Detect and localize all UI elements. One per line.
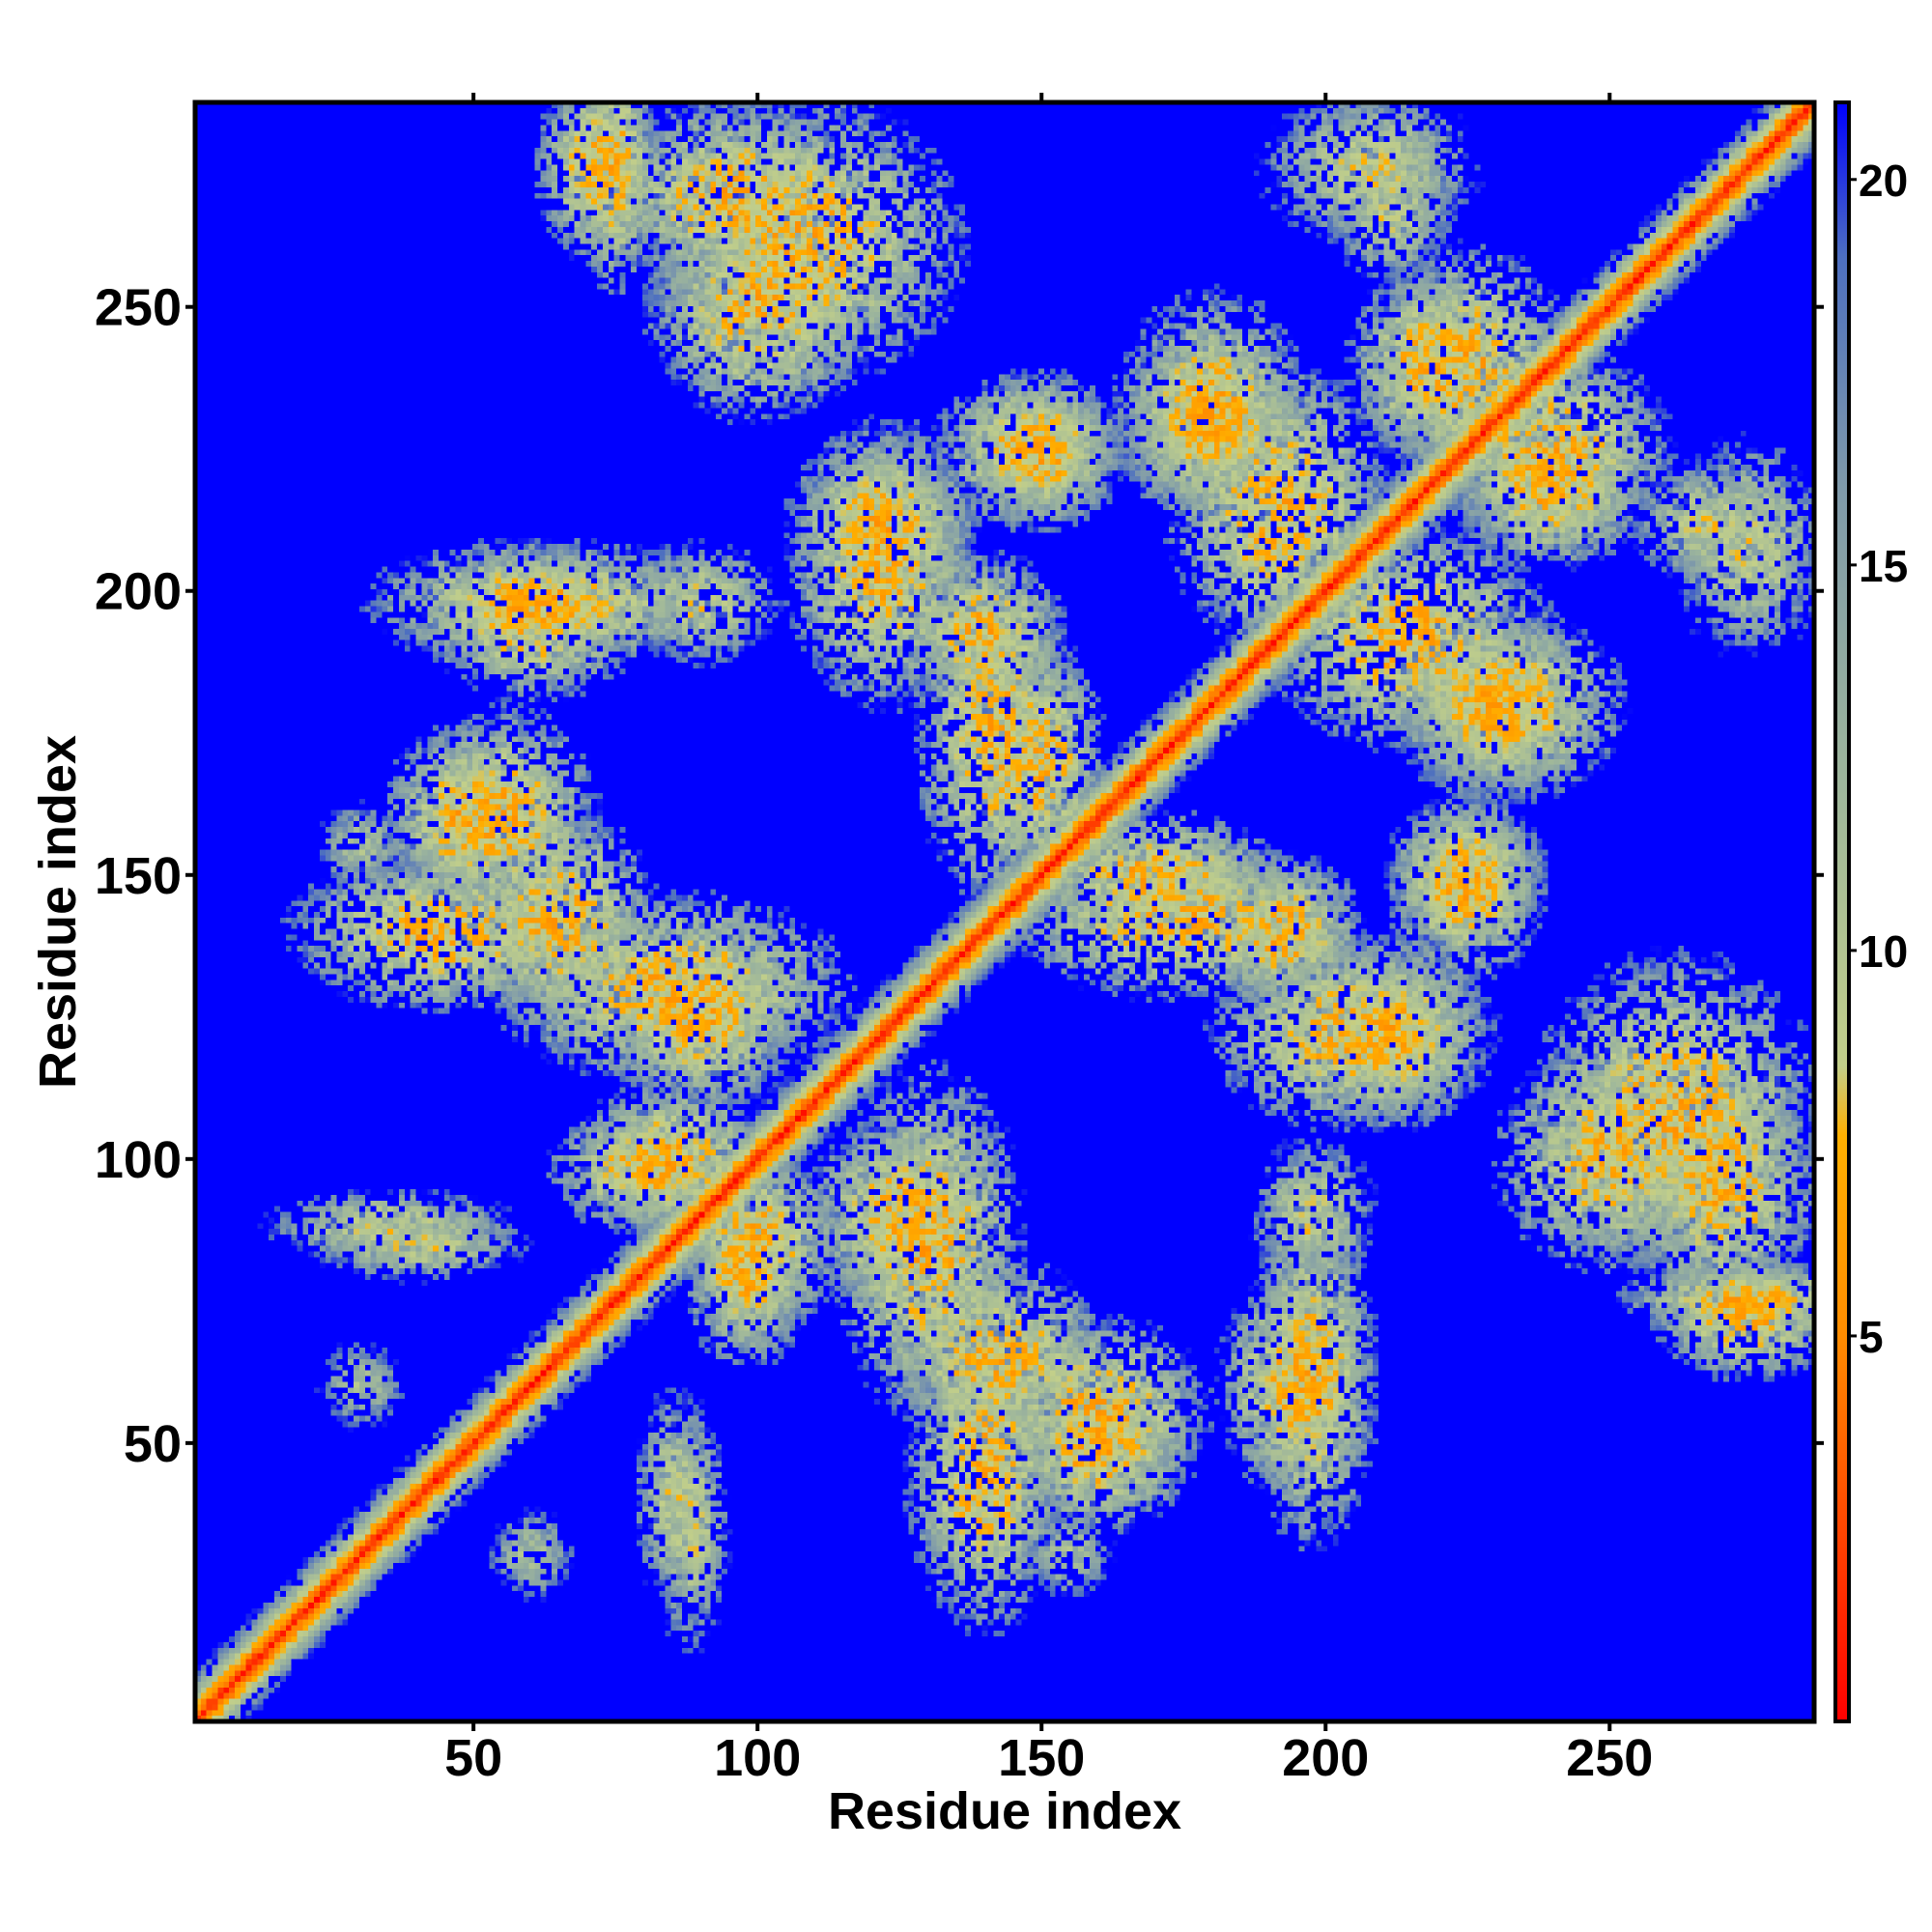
x-tick-label: 100 — [714, 1729, 801, 1787]
x-tick-label: 200 — [1282, 1729, 1369, 1787]
y-tick-label: 200 — [95, 563, 182, 621]
colorbar-tick-label: 5 — [1859, 1312, 1884, 1362]
colorbar-gradient — [1833, 100, 1851, 1723]
y-axis-label: Residue index — [29, 735, 87, 1089]
colorbar-tick-label: 10 — [1859, 926, 1908, 977]
x-tick-label: 250 — [1566, 1729, 1653, 1787]
x-axis-label: Residue index — [828, 1782, 1181, 1840]
y-tick-label: 250 — [95, 279, 182, 337]
colorbar: 5 10 15 20 — [1833, 100, 1908, 1723]
y-axis: 50 100 150 200 250 — [95, 279, 1824, 1473]
x-tick-label: 150 — [998, 1729, 1085, 1787]
colorbar-tick-label: 15 — [1859, 541, 1908, 591]
y-tick-label: 150 — [95, 847, 182, 905]
heatmap-cells — [195, 102, 1814, 1721]
y-tick-label: 50 — [124, 1415, 182, 1473]
y-tick-label: 100 — [95, 1131, 182, 1189]
x-axis: 50 100 150 200 250 — [444, 93, 1653, 1787]
heatmap-image — [195, 102, 1814, 1721]
colorbar-tick-label: 20 — [1859, 156, 1908, 206]
plot-frame — [192, 99, 1817, 1724]
x-tick-label: 50 — [444, 1729, 502, 1787]
